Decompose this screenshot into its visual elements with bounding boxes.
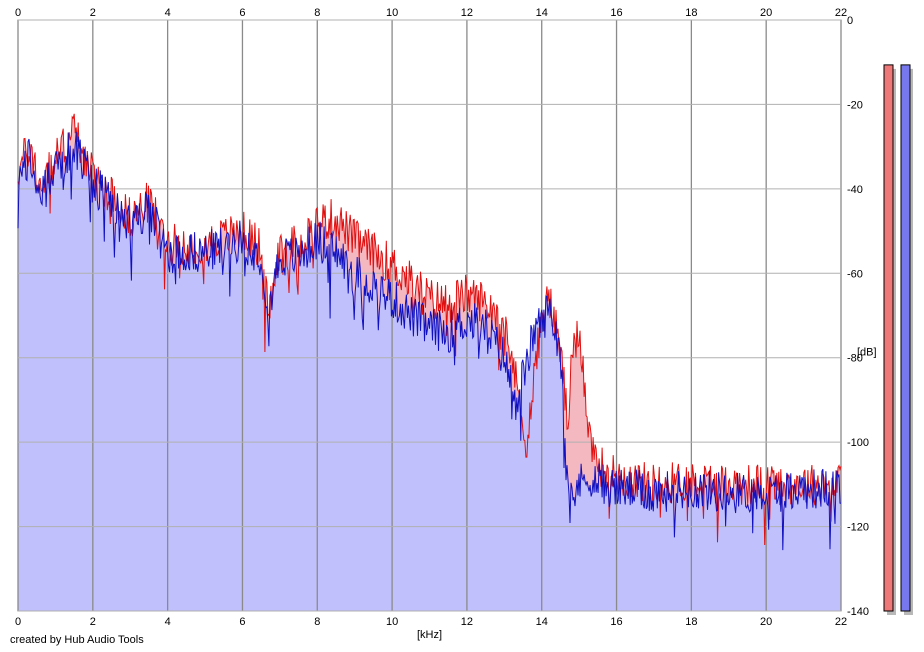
x-tick-label-bottom: 20: [760, 616, 772, 628]
x-tick-label-bottom: 16: [610, 616, 622, 628]
x-tick-label-bottom: 2: [90, 616, 96, 628]
x-tick-label-bottom: 8: [314, 616, 320, 628]
y-tick-label: -60: [847, 268, 863, 280]
x-tick-label-bottom: 10: [386, 616, 398, 628]
x-tick-label-bottom: 6: [239, 616, 245, 628]
series-1-area: [18, 131, 841, 611]
y-tick-label: -80: [847, 353, 863, 365]
x-tick-label-bottom: 0: [15, 616, 21, 628]
y-tick-label: -120: [847, 522, 869, 534]
level-meter-1: [900, 64, 911, 612]
y-axis-label: [dB]: [857, 347, 877, 359]
y-tick-label: -40: [847, 184, 863, 196]
x-tick-label-bottom: 4: [165, 616, 171, 628]
y-tick-label: -20: [847, 99, 863, 111]
x-tick-label-top: 20: [760, 7, 772, 19]
credit-text: created by Hub Audio Tools: [10, 634, 144, 646]
x-tick-label-top: 14: [536, 7, 548, 19]
series-1-line: [17, 131, 842, 551]
x-tick-label-top: 2: [90, 7, 96, 19]
y-tick-label: -100: [847, 437, 869, 449]
x-tick-label-bottom: 12: [461, 616, 473, 628]
x-axis-label: [kHz]: [417, 629, 442, 641]
x-tick-label-top: 10: [386, 7, 398, 19]
level-meter-0: [883, 64, 894, 612]
x-tick-label-top: 4: [165, 7, 171, 19]
y-tick-label: 0: [847, 15, 853, 27]
x-tick-label-top: 6: [239, 7, 245, 19]
x-tick-label-top: 18: [685, 7, 697, 19]
x-tick-label-top: 16: [610, 7, 622, 19]
x-tick-label-top: 8: [314, 7, 320, 19]
x-tick-label-top: 22: [835, 7, 847, 19]
x-tick-label-top: 12: [461, 7, 473, 19]
series-0-line: [17, 113, 842, 546]
x-tick-label-bottom: 14: [536, 616, 548, 628]
y-tick-label: -140: [847, 606, 869, 618]
x-tick-label-bottom: 22: [835, 616, 847, 628]
x-tick-label-bottom: 18: [685, 616, 697, 628]
x-tick-label-top: 0: [15, 7, 21, 19]
